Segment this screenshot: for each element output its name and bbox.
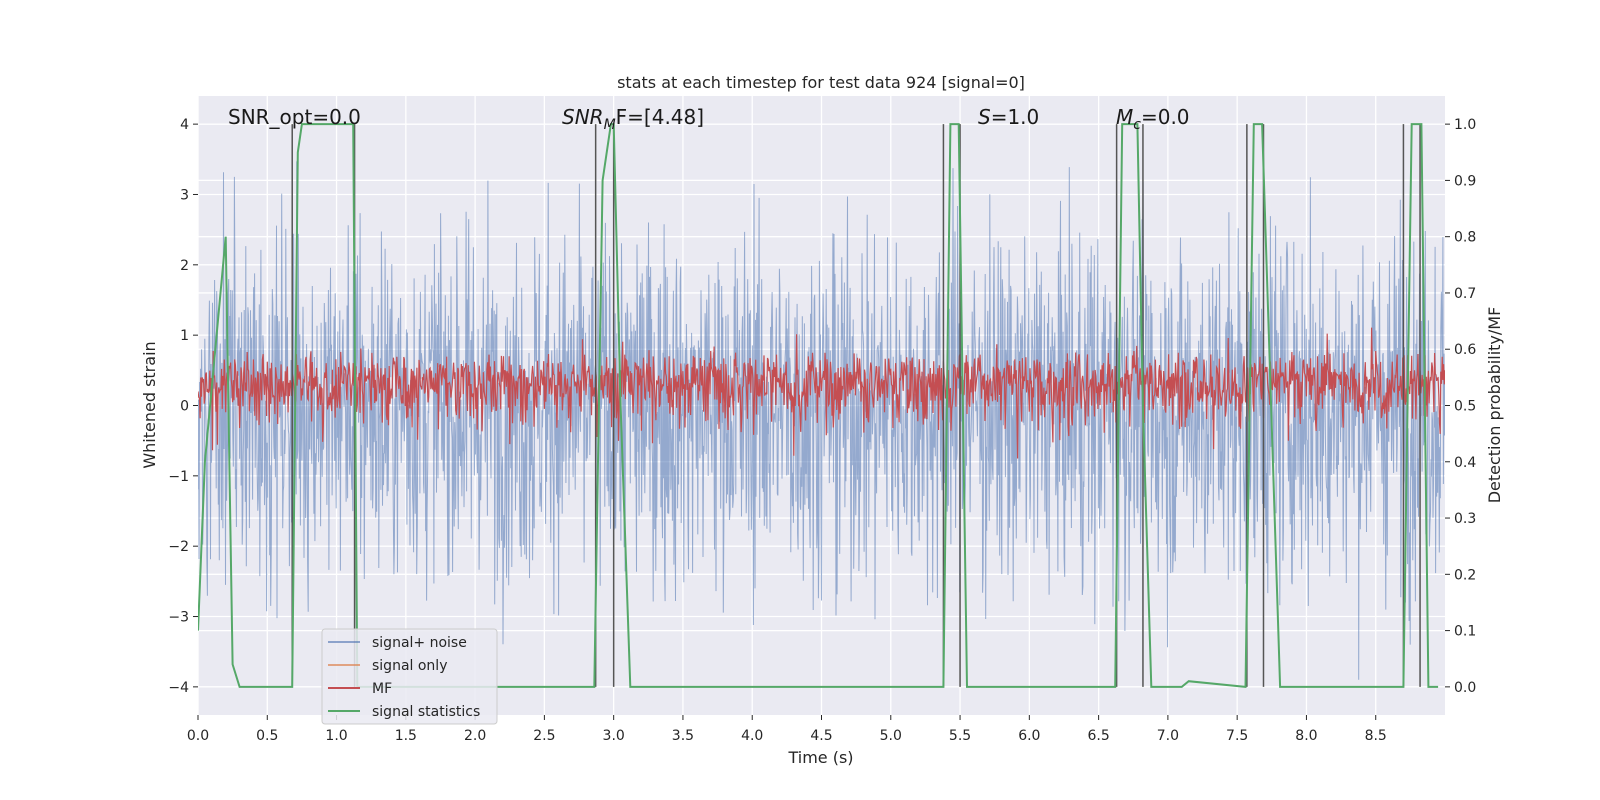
tick-label-x: 4.0 [741,728,763,744]
tick-label-x: 2.0 [464,728,486,744]
tick-label-y-left: 3 [180,187,189,203]
tick-label-y-right: 1.0 [1454,117,1476,133]
tick-label-x: 7.5 [1226,728,1248,744]
annotation-snr-mf: SNRMF=[4.48] [562,105,704,133]
tick-label-y-right: 0.2 [1454,567,1476,583]
y-axis-label-right: Detection probability/MF [1485,307,1504,504]
annotation-mc: Mc=0.0 [1116,105,1190,133]
tick-label-x: 6.0 [1018,728,1040,744]
legend-label-signal-statistics: signal statistics [372,704,480,720]
tick-label-x: 2.5 [533,728,555,744]
tick-label-y-right: 0.9 [1454,173,1476,189]
chart-title: stats at each timestep for test data 924… [617,73,1025,92]
tick-label-x: 6.5 [1087,728,1109,744]
annotations: SNR_opt=0.0 SNRMF=[4.48] S=1.0 Mc=0.0 [228,105,1190,133]
x-axis-ticks: 0.0 0.5 1.0 1.5 2.0 2.5 3.0 3.5 4.0 4.5 5.0 5.5 6.0 6… [187,715,1387,744]
legend-label-signal-only: signal only [372,658,447,674]
tick-label-y-left: 0 [180,399,189,415]
tick-label-y-left: 4 [180,117,189,133]
tick-label-x: 3.5 [672,728,694,744]
tick-label-y-left: 2 [180,258,189,274]
tick-label-y-left: 1 [180,328,189,344]
tick-label-y-left: −4 [168,680,189,696]
x-axis-label: Time (s) [787,748,853,767]
tick-label-x: 7.0 [1157,728,1179,744]
tick-label-y-left: −2 [168,539,189,555]
tick-label-y-right: 0.1 [1454,624,1476,640]
tick-label-y-right: 0.6 [1454,342,1476,358]
y-axis-left-ticks: 4 3 2 1 0 −1 −2 −3 −4 [168,117,198,696]
tick-label-y-right: 0.0 [1454,680,1476,696]
tick-label-x: 0.0 [187,728,209,744]
y-axis-right-ticks: 1.0 0.9 0.8 0.7 0.6 0.5 0.4 0.3 0.2 0.1 0.0 [1445,117,1476,696]
legend-label-signal-noise: signal+ noise [372,635,467,651]
tick-label-y-left: −1 [168,469,189,485]
series-signal-statistics [198,123,1439,689]
tick-label-y-right: 0.4 [1454,455,1476,471]
tick-label-x: 5.5 [949,728,971,744]
tick-label-x: 8.5 [1365,728,1387,744]
annotation-snr-opt: SNR_opt=0.0 [228,105,361,129]
tick-label-y-right: 0.8 [1454,230,1476,246]
tick-label-x: 4.5 [810,728,832,744]
tick-label-y-right: 0.7 [1454,286,1476,302]
tick-label-x: 3.0 [603,728,625,744]
tick-label-x: 1.0 [325,728,347,744]
tick-label-y-right: 0.3 [1454,511,1476,527]
tick-label-y-right: 0.5 [1454,399,1476,415]
tick-label-y-left: −3 [168,610,189,626]
tick-label-x: 8.0 [1295,728,1317,744]
tick-label-x: 5.0 [880,728,902,744]
annotation-s: S=1.0 [978,105,1039,129]
legend: signal+ noise signal only MF signal stat… [321,628,498,725]
tick-label-x: 0.5 [256,728,278,744]
line-mf [198,327,1445,459]
tick-label-x: 1.5 [395,728,417,744]
series-mf [198,327,1445,459]
legend-label-mf: MF [372,681,392,697]
line-signal-statistics [198,123,1439,689]
y-axis-label-left: Whitened strain [140,341,159,468]
legend-box [321,628,498,725]
